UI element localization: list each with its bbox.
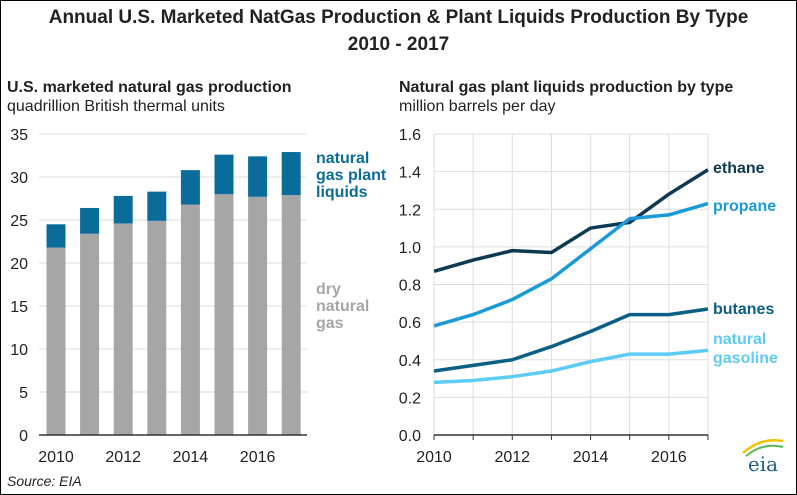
y-tick-label: 20 [10, 256, 28, 273]
y-tick-label: 35 [10, 127, 28, 144]
legend-label-natural-gas-plant-liquids: natural [316, 150, 369, 167]
right-chart-title: Natural gas plant liquids production by … [399, 79, 734, 96]
legend-label-natural-gas-plant-liquids: gas plant [316, 167, 387, 184]
bar-dry-2014 [180, 204, 200, 435]
left-chart-title: U.S. marketed natural gas production [7, 79, 292, 96]
legend-label-dry-natural-gas: dry [316, 281, 341, 298]
legend-label-butanes: butanes [713, 301, 774, 318]
legend-label-dry-natural-gas: gas [316, 315, 344, 332]
legend-label-natural-gasoline: natural [713, 331, 766, 348]
bar-dry-2010 [46, 247, 66, 435]
y-tick-label: 0.2 [399, 390, 421, 407]
legend-label-natural-gasoline: gasoline [713, 350, 778, 367]
x-tick-label: 2010 [38, 449, 74, 466]
y-tick-label: 1.4 [399, 165, 421, 182]
bar-dry-2013 [147, 220, 167, 435]
eia-logo-arc [745, 444, 784, 457]
x-tick-label: 2016 [651, 449, 687, 466]
legend-label-propane: propane [713, 198, 776, 215]
x-tick-label: 2012 [105, 449, 141, 466]
eia-logo-arc [742, 439, 784, 454]
y-tick-label: 1.2 [399, 202, 421, 219]
source-note: Source: EIA [7, 473, 82, 489]
eia-logo: eia [748, 452, 778, 476]
bar-ngl-2011 [80, 207, 100, 234]
legend-label-ethane: ethane [713, 160, 765, 177]
figure-title-line2: 2010 - 2017 [347, 34, 450, 55]
line-natural-gasoline [433, 348, 709, 385]
bar-dry-2017 [281, 195, 301, 435]
legend-label-dry-natural-gas: natural [316, 298, 369, 315]
y-tick-label: 1.6 [399, 127, 421, 144]
x-tick-label: 2014 [573, 449, 609, 466]
y-tick-label: 0.0 [399, 428, 421, 445]
bar-dry-2012 [113, 223, 133, 435]
y-tick-label: 10 [10, 342, 28, 359]
x-tick-label: 2014 [173, 449, 209, 466]
y-tick-label: 0.8 [399, 278, 421, 295]
bar-ngl-2015 [214, 154, 234, 195]
figure-title-line1: Annual U.S. Marketed NatGas Production &… [48, 7, 749, 28]
legend-label-natural-gas-plant-liquids: liquids [316, 184, 368, 201]
line-ethane [433, 168, 709, 274]
y-tick-label: 5 [19, 385, 28, 402]
bar-ngl-2017 [281, 152, 301, 196]
bar-dry-2011 [80, 233, 100, 435]
line-propane [433, 201, 709, 328]
bar-ngl-2016 [248, 156, 268, 197]
y-tick-label: 0.4 [399, 353, 421, 370]
bar-ngl-2014 [180, 170, 200, 205]
bar-ngl-2013 [147, 191, 167, 221]
y-tick-label: 30 [10, 170, 28, 187]
right-chart-subtitle: million barrels per day [399, 98, 556, 115]
y-tick-label: 0.6 [399, 315, 421, 332]
bar-ngl-2010 [46, 224, 66, 248]
y-tick-label: 25 [10, 213, 28, 230]
y-tick-label: 0 [19, 428, 28, 445]
bar-dry-2016 [248, 196, 268, 435]
x-tick-label: 2010 [416, 449, 452, 466]
x-tick-label: 2016 [240, 449, 276, 466]
bar-dry-2015 [214, 194, 234, 435]
y-tick-label: 1.0 [399, 240, 421, 257]
y-tick-label: 15 [10, 299, 28, 316]
line-butanes [433, 307, 709, 373]
left-chart-subtitle: quadrillion British thermal units [7, 98, 225, 115]
x-tick-label: 2012 [494, 449, 530, 466]
bar-ngl-2012 [113, 195, 133, 224]
